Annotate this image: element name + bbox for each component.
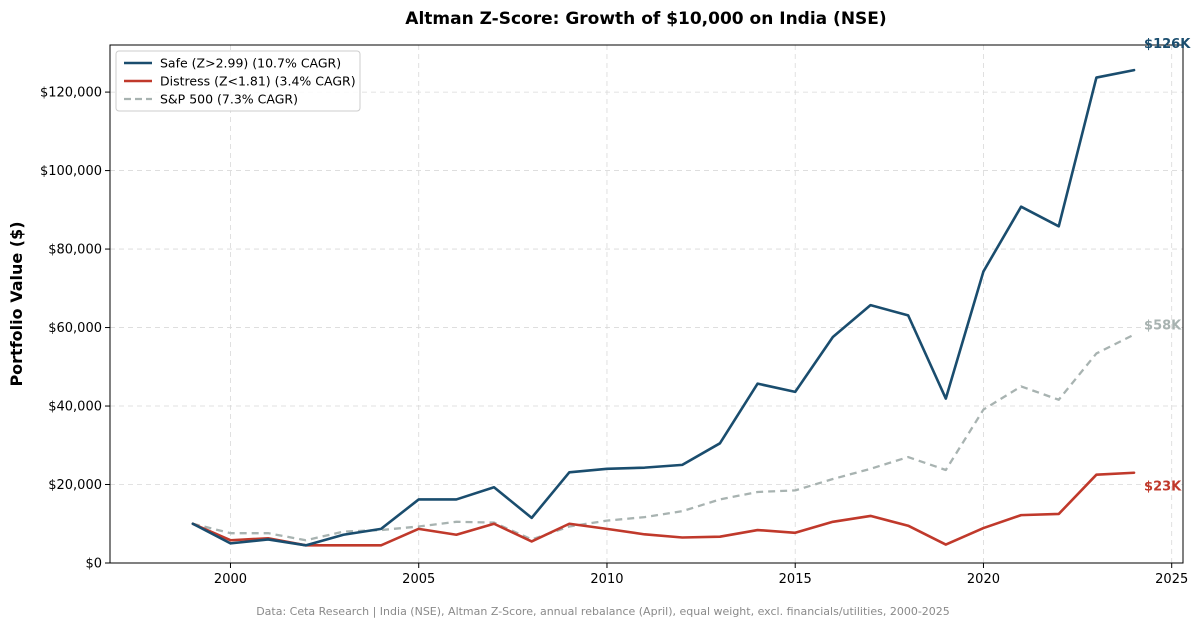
legend: Safe (Z>2.99) (10.7% CAGR) Distress (Z<1.… [115,50,361,112]
end-label-2: $58K [1144,319,1182,334]
x-tick-label: 2015 [779,572,812,587]
grid [110,45,1183,564]
footnote: Data: Ceta Research | India (NSE), Altma… [256,605,950,618]
x-tick-label: 2000 [214,572,247,587]
x-tick-label: 2020 [967,572,1000,587]
x-tick-label: 2010 [590,572,623,587]
series-line-2 [192,333,1135,542]
x-tick-label: 2005 [402,572,435,587]
end-label-1: $23K [1144,480,1182,495]
y-tick-label: $40,000 [48,400,102,415]
y-axis-label: Portfolio Value ($) [7,221,26,386]
chart-title: Altman Z-Score: Growth of $10,000 on Ind… [405,9,886,29]
series-layer [191,68,1136,547]
y-tick-label: $100,000 [40,164,102,179]
y-tick-label: $120,000 [40,86,102,101]
plot-frame [109,44,1184,564]
series-line-0 [191,68,1136,547]
x-tick-label: 2025 [1155,572,1188,587]
y-tick-label: $80,000 [48,243,102,258]
y-tick-label: $20,000 [48,478,102,493]
end-labels: $126K $23K $58K [1144,37,1191,495]
y-tick-label: $60,000 [48,321,102,336]
axes: 2000 2005 2010 2015 2020 2025 $0 $20,000 $40,000… [40,86,1188,587]
y-tick-label: $0 [85,557,102,572]
legend-label-1: Distress (Z<1.81) (3.4% CAGR) [160,74,356,89]
legend-label-0: Safe (Z>2.99) (10.7% CAGR) [160,56,341,71]
series-line-1 [191,471,1136,547]
end-label-0: $126K [1144,37,1191,52]
legend-box [115,50,361,112]
legend-label-2: S&P 500 (7.3% CAGR) [160,92,298,107]
